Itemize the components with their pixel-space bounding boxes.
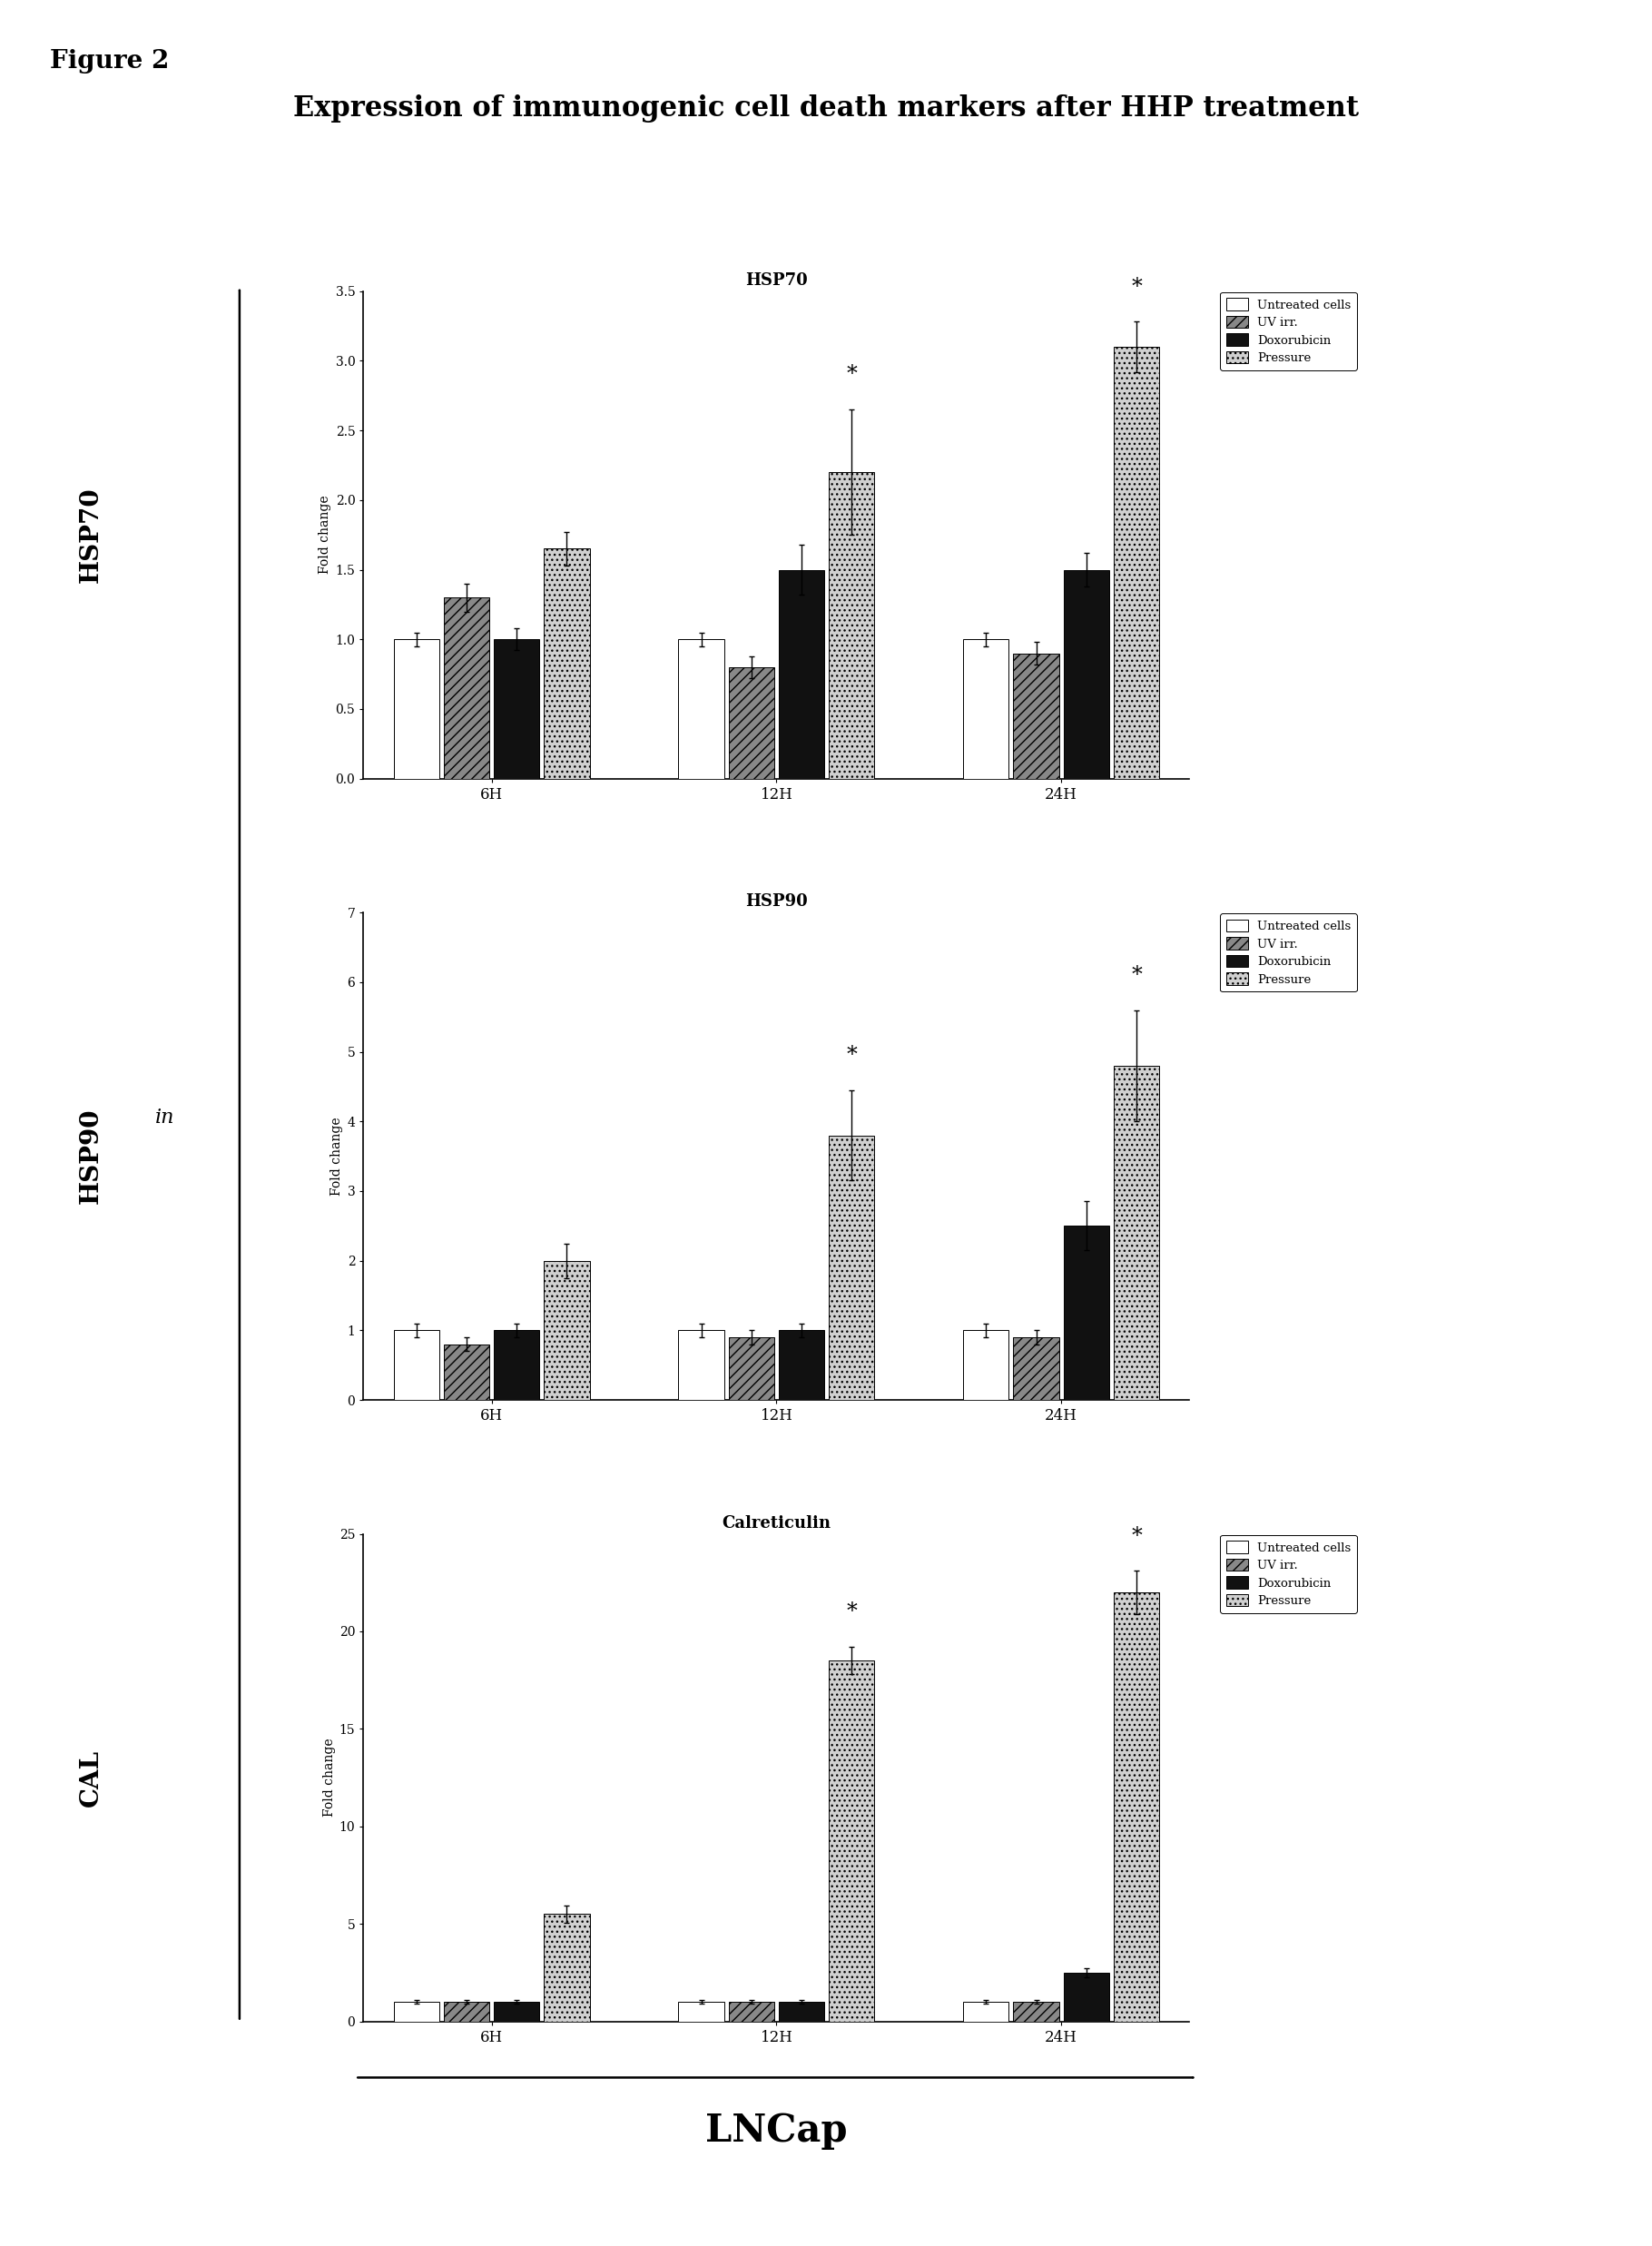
- Bar: [444, 1345, 489, 1399]
- Bar: [1113, 346, 1160, 779]
- Bar: [679, 2001, 724, 2021]
- Bar: [1113, 1592, 1160, 2021]
- Bar: [679, 1330, 724, 1399]
- Text: Expression of immunogenic cell death markers after HHP treatment: Expression of immunogenic cell death mar…: [292, 94, 1360, 124]
- Text: Figure 2: Figure 2: [50, 49, 169, 74]
- Bar: [829, 1660, 874, 2021]
- Bar: [1064, 1972, 1108, 2021]
- Legend: Untreated cells, UV irr., Doxorubicin, Pressure: Untreated cells, UV irr., Doxorubicin, P…: [1221, 1534, 1356, 1613]
- Text: *: *: [846, 1601, 857, 1622]
- Text: *: *: [846, 364, 857, 384]
- Y-axis label: Fold change: Fold change: [322, 1738, 335, 1817]
- Bar: [494, 2001, 540, 2021]
- Text: *: *: [1132, 1525, 1142, 1547]
- Bar: [778, 1330, 824, 1399]
- Bar: [1013, 654, 1059, 779]
- Title: Calreticulin: Calreticulin: [722, 1514, 831, 1532]
- Text: *: *: [846, 1044, 857, 1065]
- Bar: [778, 2001, 824, 2021]
- Bar: [494, 640, 540, 779]
- Text: LNCap: LNCap: [705, 2111, 847, 2149]
- Bar: [829, 1134, 874, 1399]
- Y-axis label: Fold change: Fold change: [330, 1116, 344, 1195]
- Text: CAL: CAL: [79, 1750, 102, 1806]
- Bar: [778, 570, 824, 779]
- Bar: [393, 1330, 439, 1399]
- Bar: [544, 1914, 590, 2021]
- Bar: [729, 667, 775, 779]
- Text: *: *: [1132, 966, 1142, 986]
- Bar: [963, 640, 1009, 779]
- Bar: [729, 2001, 775, 2021]
- Bar: [829, 472, 874, 779]
- Bar: [444, 597, 489, 779]
- Y-axis label: Fold change: Fold change: [319, 496, 332, 575]
- Bar: [729, 1336, 775, 1399]
- Bar: [544, 1260, 590, 1399]
- Bar: [1013, 1336, 1059, 1399]
- Bar: [494, 1330, 540, 1399]
- Text: *: *: [1132, 276, 1142, 296]
- Text: in: in: [155, 1107, 175, 1127]
- Bar: [963, 1330, 1009, 1399]
- Legend: Untreated cells, UV irr., Doxorubicin, Pressure: Untreated cells, UV irr., Doxorubicin, P…: [1221, 914, 1356, 990]
- Bar: [1064, 570, 1108, 779]
- Bar: [963, 2001, 1009, 2021]
- Bar: [679, 640, 724, 779]
- Bar: [393, 640, 439, 779]
- Bar: [1013, 2001, 1059, 2021]
- Text: HSP90: HSP90: [79, 1107, 102, 1204]
- Bar: [444, 2001, 489, 2021]
- Text: HSP70: HSP70: [79, 487, 102, 582]
- Title: HSP70: HSP70: [745, 272, 808, 287]
- Bar: [1064, 1226, 1108, 1399]
- Bar: [393, 2001, 439, 2021]
- Bar: [544, 548, 590, 779]
- Title: HSP90: HSP90: [745, 894, 808, 910]
- Legend: Untreated cells, UV irr., Doxorubicin, Pressure: Untreated cells, UV irr., Doxorubicin, P…: [1221, 292, 1356, 371]
- Bar: [1113, 1065, 1160, 1399]
